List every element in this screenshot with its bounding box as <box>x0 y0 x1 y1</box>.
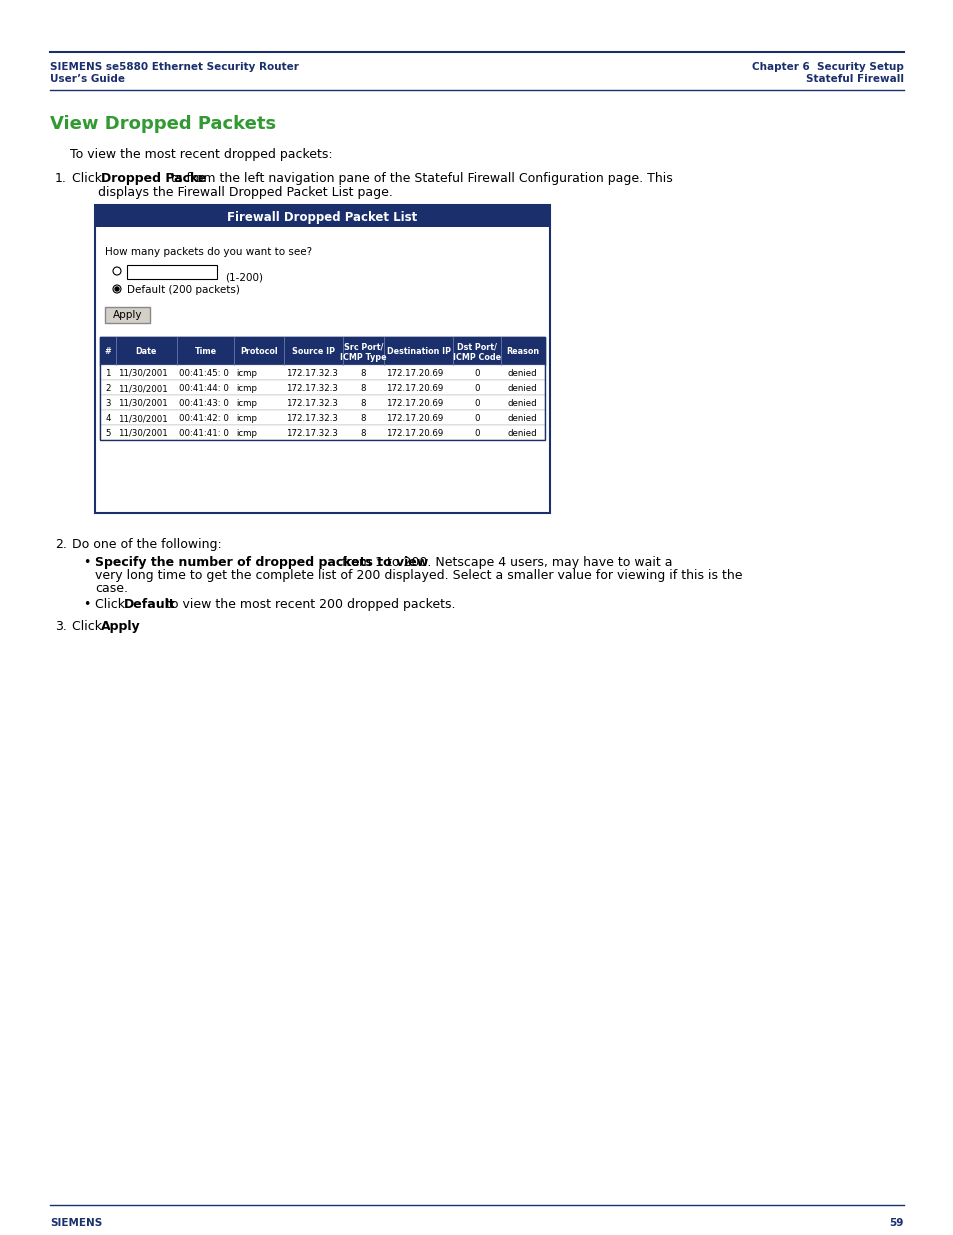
Text: Date: Date <box>135 347 157 357</box>
Text: 5: 5 <box>105 429 111 438</box>
Text: denied: denied <box>507 384 537 393</box>
Text: 172.17.32.3: 172.17.32.3 <box>285 414 337 424</box>
Text: View Dropped Packets: View Dropped Packets <box>50 115 275 133</box>
Text: 8: 8 <box>360 414 366 424</box>
Text: Do one of the following:: Do one of the following: <box>71 538 221 551</box>
FancyBboxPatch shape <box>100 337 544 366</box>
Text: .: . <box>128 620 132 634</box>
Text: 1.: 1. <box>55 172 67 185</box>
Text: Apply: Apply <box>101 620 140 634</box>
FancyBboxPatch shape <box>100 380 544 395</box>
Text: Click: Click <box>95 598 129 611</box>
Text: 4: 4 <box>105 414 111 424</box>
Text: 11/30/2001: 11/30/2001 <box>117 399 168 408</box>
FancyBboxPatch shape <box>100 425 544 440</box>
Text: 8: 8 <box>360 399 366 408</box>
Text: 2.: 2. <box>55 538 67 551</box>
Text: 8: 8 <box>360 369 366 378</box>
Text: Default: Default <box>124 598 175 611</box>
FancyBboxPatch shape <box>100 410 544 425</box>
Circle shape <box>115 287 119 291</box>
Text: 172.17.32.3: 172.17.32.3 <box>285 369 337 378</box>
Text: Click: Click <box>71 172 106 185</box>
FancyBboxPatch shape <box>100 395 544 410</box>
Text: Source IP: Source IP <box>292 347 335 357</box>
Text: Click: Click <box>71 620 106 634</box>
Text: 11/30/2001: 11/30/2001 <box>117 384 168 393</box>
FancyBboxPatch shape <box>127 266 216 279</box>
Text: 0: 0 <box>474 384 479 393</box>
Text: icmp: icmp <box>236 399 257 408</box>
Text: Chapter 6  Security Setup: Chapter 6 Security Setup <box>751 62 903 72</box>
Text: denied: denied <box>507 399 537 408</box>
Text: 00:41:44: 0: 00:41:44: 0 <box>179 384 229 393</box>
Text: •: • <box>83 556 91 569</box>
Text: 8: 8 <box>360 384 366 393</box>
FancyBboxPatch shape <box>95 205 550 227</box>
Text: Specify the number of dropped packets to view: Specify the number of dropped packets to… <box>95 556 428 569</box>
Text: 11/30/2001: 11/30/2001 <box>117 414 168 424</box>
Text: ts from the left navigation pane of the Stateful Firewall Configuration page. Th: ts from the left navigation pane of the … <box>171 172 672 185</box>
Text: from 1 to 200. Netscape 4 users, may have to wait a: from 1 to 200. Netscape 4 users, may hav… <box>338 556 672 569</box>
Text: 00:41:45: 0: 00:41:45: 0 <box>179 369 229 378</box>
Text: 172.17.20.69: 172.17.20.69 <box>386 414 443 424</box>
Text: Default (200 packets): Default (200 packets) <box>127 285 239 295</box>
Text: very long time to get the complete list of 200 displayed. Select a smaller value: very long time to get the complete list … <box>95 569 741 582</box>
Text: denied: denied <box>507 429 537 438</box>
Text: 172.17.20.69: 172.17.20.69 <box>386 429 443 438</box>
Text: Time: Time <box>194 347 216 357</box>
Text: #: # <box>105 347 112 357</box>
Text: Firewall Dropped Packet List: Firewall Dropped Packet List <box>227 210 417 224</box>
Text: Apply: Apply <box>112 310 142 320</box>
Text: 0: 0 <box>474 414 479 424</box>
Text: icmp: icmp <box>236 369 257 378</box>
Text: to view the most recent 200 dropped packets.: to view the most recent 200 dropped pack… <box>161 598 455 611</box>
Text: 172.17.32.3: 172.17.32.3 <box>285 399 337 408</box>
Text: 3: 3 <box>105 399 111 408</box>
Text: case.: case. <box>95 582 128 595</box>
Text: icmp: icmp <box>236 414 257 424</box>
Text: 172.17.32.3: 172.17.32.3 <box>285 429 337 438</box>
Text: 0: 0 <box>474 369 479 378</box>
Text: 172.17.20.69: 172.17.20.69 <box>386 369 443 378</box>
Text: 59: 59 <box>889 1218 903 1228</box>
Text: 0: 0 <box>474 429 479 438</box>
Text: displays the Firewall Dropped Packet List page.: displays the Firewall Dropped Packet Lis… <box>97 186 393 199</box>
FancyBboxPatch shape <box>105 308 150 324</box>
Text: 172.17.32.3: 172.17.32.3 <box>285 384 337 393</box>
Text: Src Port/
ICMP Type: Src Port/ ICMP Type <box>340 342 386 362</box>
Text: icmp: icmp <box>236 429 257 438</box>
Text: SIEMENS: SIEMENS <box>50 1218 102 1228</box>
Text: User’s Guide: User’s Guide <box>50 74 125 84</box>
Text: SIEMENS se5880 Ethernet Security Router: SIEMENS se5880 Ethernet Security Router <box>50 62 298 72</box>
FancyBboxPatch shape <box>95 205 550 513</box>
Text: 00:41:43: 0: 00:41:43: 0 <box>179 399 229 408</box>
Text: Dropped Packe: Dropped Packe <box>101 172 206 185</box>
Text: 00:41:42: 0: 00:41:42: 0 <box>179 414 229 424</box>
Text: denied: denied <box>507 369 537 378</box>
FancyBboxPatch shape <box>100 366 544 380</box>
Text: 3.: 3. <box>55 620 67 634</box>
Text: Protocol: Protocol <box>240 347 277 357</box>
Text: 00:41:41: 0: 00:41:41: 0 <box>179 429 229 438</box>
Text: 8: 8 <box>360 429 366 438</box>
Text: Destination IP: Destination IP <box>386 347 450 357</box>
Text: icmp: icmp <box>236 384 257 393</box>
Text: 1: 1 <box>105 369 111 378</box>
Text: Reason: Reason <box>506 347 538 357</box>
Text: •: • <box>83 598 91 611</box>
Text: Dst Port/
ICMP Code: Dst Port/ ICMP Code <box>453 342 500 362</box>
Text: 11/30/2001: 11/30/2001 <box>117 429 168 438</box>
Text: 172.17.20.69: 172.17.20.69 <box>386 399 443 408</box>
Text: denied: denied <box>507 414 537 424</box>
Text: 0: 0 <box>474 399 479 408</box>
Text: Stateful Firewall: Stateful Firewall <box>805 74 903 84</box>
Text: To view the most recent dropped packets:: To view the most recent dropped packets: <box>70 148 333 161</box>
Text: 172.17.20.69: 172.17.20.69 <box>386 384 443 393</box>
Text: (1-200): (1-200) <box>225 273 263 283</box>
Text: 11/30/2001: 11/30/2001 <box>117 369 168 378</box>
Text: 2: 2 <box>105 384 111 393</box>
Text: How many packets do you want to see?: How many packets do you want to see? <box>105 247 312 257</box>
